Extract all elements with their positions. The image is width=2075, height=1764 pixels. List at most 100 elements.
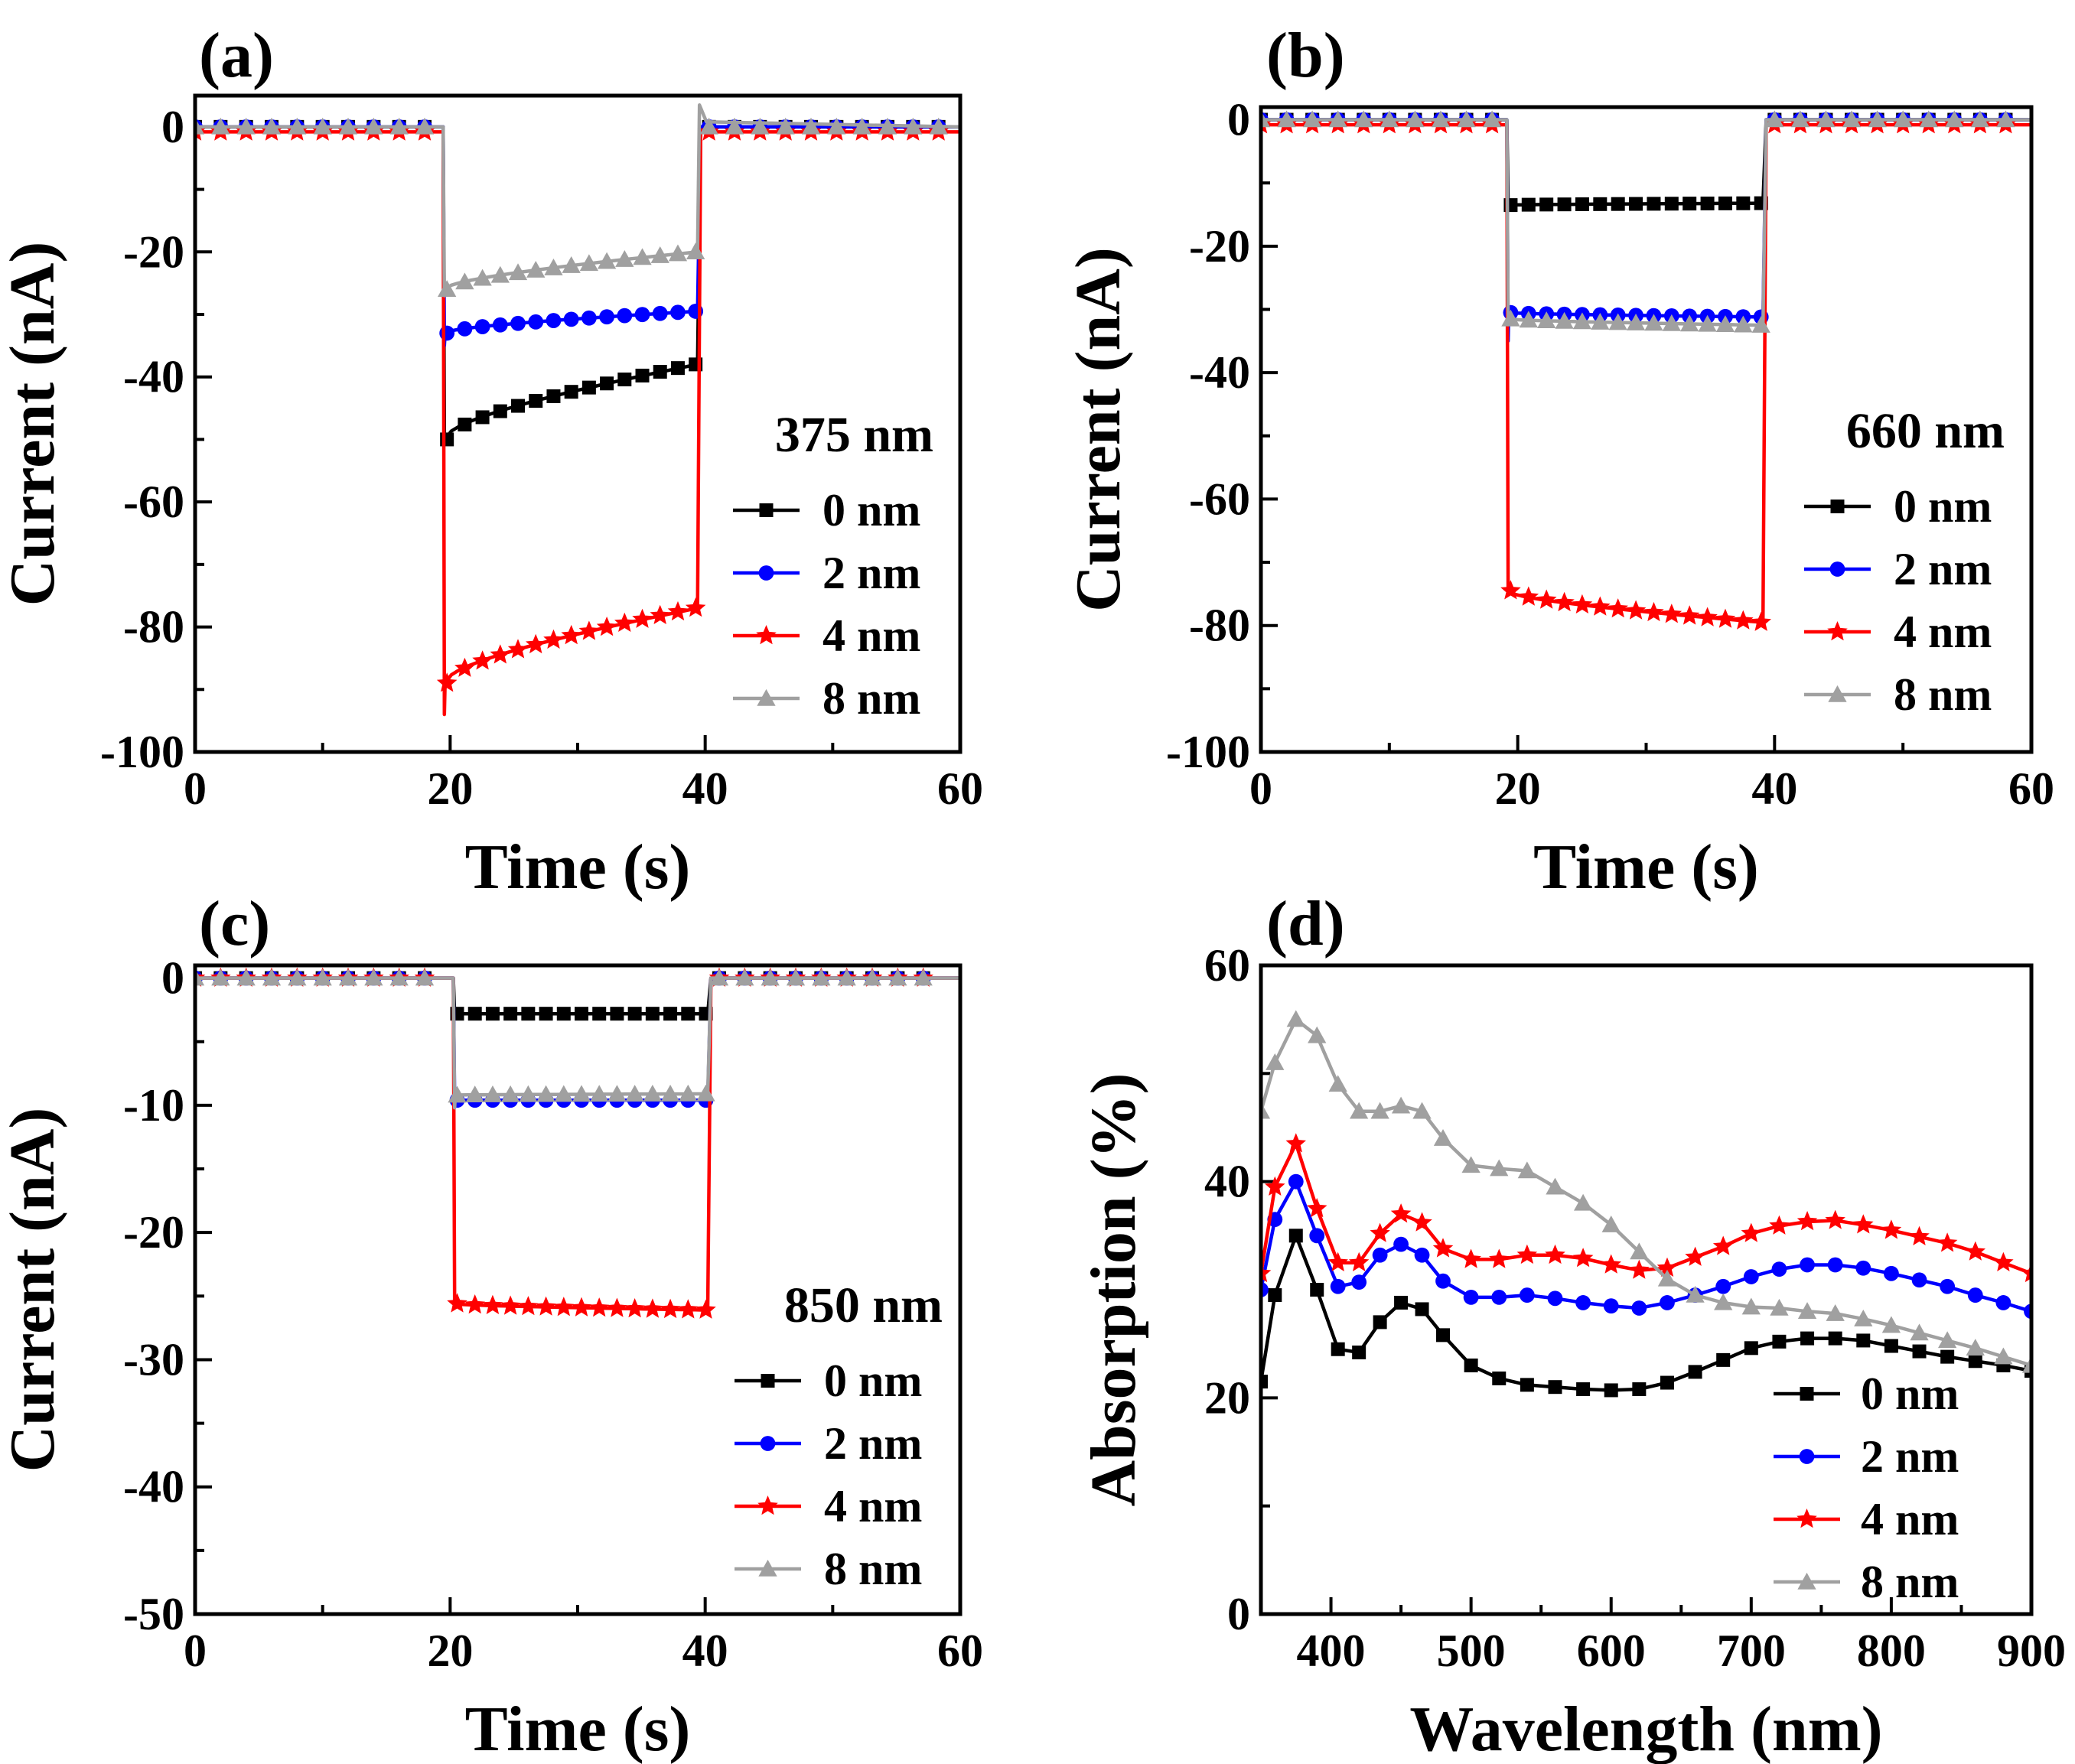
legend-label: 2 nm bbox=[823, 548, 920, 598]
legend-label: 4 nm bbox=[824, 1481, 922, 1531]
data-point bbox=[1940, 1278, 1956, 1294]
data-point bbox=[1630, 1242, 1649, 1260]
data-point bbox=[1771, 1261, 1787, 1277]
x-tick-label: 500 bbox=[1437, 1626, 1506, 1676]
y-tick-label: -40 bbox=[1189, 347, 1250, 398]
data-point bbox=[1631, 1300, 1647, 1316]
data-point bbox=[447, 1293, 467, 1313]
data-point bbox=[1546, 1177, 1565, 1195]
plot-area bbox=[1261, 110, 2031, 631]
plot-frame bbox=[193, 963, 963, 1616]
data-point bbox=[1996, 110, 2015, 128]
legend-label: 0 nm bbox=[824, 1356, 922, 1406]
legend-marker bbox=[1829, 561, 1845, 577]
data-point bbox=[1625, 600, 1647, 620]
data-point bbox=[1492, 1371, 1507, 1385]
data-point bbox=[575, 1007, 588, 1021]
legend-marker bbox=[760, 1436, 776, 1451]
series-line bbox=[195, 976, 960, 1110]
data-point bbox=[389, 117, 409, 135]
data-point bbox=[500, 1085, 520, 1102]
data-point bbox=[1664, 197, 1679, 211]
data-point bbox=[1790, 110, 1810, 128]
plot-area bbox=[1261, 1010, 2031, 1398]
x-tick-label: 400 bbox=[1297, 1626, 1366, 1676]
data-point bbox=[592, 1007, 607, 1021]
x-axis-label: Time (s) bbox=[465, 1694, 691, 1764]
data-point bbox=[786, 968, 806, 986]
legend-label: 8 nm bbox=[1861, 1557, 1959, 1607]
data-point bbox=[493, 404, 507, 418]
data-point bbox=[1965, 1241, 1985, 1261]
data-point bbox=[1432, 1238, 1454, 1258]
data-point bbox=[1412, 1212, 1432, 1232]
panel-a: 0 20 40 60 0 -20 -40 -60 -80 -100 Time (s) Current … bbox=[0, 20, 983, 903]
data-point bbox=[1647, 197, 1661, 211]
data-point bbox=[1697, 607, 1718, 627]
series-line bbox=[1261, 1180, 2031, 1313]
data-point bbox=[1539, 197, 1554, 212]
data-point bbox=[1770, 1298, 1789, 1316]
series-0-nm bbox=[195, 119, 960, 447]
series-line bbox=[195, 103, 960, 298]
data-point bbox=[1370, 1222, 1390, 1242]
data-point bbox=[1548, 1380, 1562, 1395]
data-point bbox=[685, 597, 706, 617]
data-point bbox=[1970, 110, 1990, 128]
panel-label: (c) bbox=[199, 888, 270, 959]
data-point bbox=[1576, 1382, 1591, 1397]
data-point bbox=[1391, 1096, 1411, 1114]
data-point bbox=[2021, 1356, 2031, 1373]
data-point bbox=[1644, 314, 1663, 331]
series-2-nm bbox=[195, 970, 960, 1108]
data-point bbox=[1516, 1244, 1538, 1264]
data-point bbox=[1751, 611, 1771, 631]
data-point bbox=[607, 1297, 627, 1317]
data-point bbox=[554, 1085, 573, 1102]
data-point bbox=[1519, 311, 1538, 328]
data-point bbox=[667, 600, 689, 621]
data-point bbox=[1868, 110, 1887, 128]
data-point bbox=[652, 305, 668, 321]
data-point bbox=[415, 117, 435, 135]
x-tick-label: 20 bbox=[427, 1626, 473, 1676]
legend-label: 4 nm bbox=[1894, 607, 1992, 657]
y-axis-label: Current (nA) bbox=[1063, 247, 1134, 612]
data-point bbox=[1601, 1216, 1621, 1232]
data-point bbox=[1537, 311, 1556, 329]
y-tick-label: -80 bbox=[123, 602, 184, 653]
y-tick-label: -60 bbox=[1189, 474, 1250, 524]
data-point bbox=[686, 242, 705, 260]
wavelength-annotation: 660 nm bbox=[1846, 403, 2005, 459]
data-point bbox=[1734, 315, 1753, 333]
data-point bbox=[635, 368, 650, 382]
data-point bbox=[852, 117, 871, 135]
data-point bbox=[1436, 1328, 1451, 1343]
data-point bbox=[1712, 1235, 1734, 1255]
data-point bbox=[812, 968, 831, 986]
panel-b: 0 20 40 60 0 -20 -40 -60 -80 -100 Time (s) Current … bbox=[1063, 20, 2054, 903]
x-axis-label: Wavelength (nm) bbox=[1409, 1694, 1882, 1764]
data-point bbox=[878, 117, 897, 135]
panel-d: 400 500 600 700 800 900 0 20 40 60 Wavelength (nm)… bbox=[1078, 888, 2066, 1764]
series-line bbox=[1261, 118, 2031, 207]
data-point bbox=[1372, 1247, 1388, 1263]
data-point bbox=[482, 1294, 503, 1314]
data-point bbox=[614, 612, 635, 632]
y-tick-label: -80 bbox=[1189, 600, 1250, 651]
y-tick-label: -30 bbox=[123, 1334, 184, 1385]
data-point bbox=[1575, 197, 1589, 211]
data-point bbox=[914, 968, 933, 986]
data-point bbox=[1937, 1331, 1957, 1349]
legend-label: 8 nm bbox=[1894, 669, 1992, 720]
data-point bbox=[2021, 1262, 2031, 1283]
data-point bbox=[1825, 1209, 1845, 1229]
data-point bbox=[1661, 604, 1682, 623]
data-point bbox=[1464, 1358, 1478, 1372]
x-axis-label: Time (s) bbox=[1533, 832, 1759, 903]
data-point bbox=[1555, 311, 1574, 329]
data-point bbox=[1330, 1278, 1346, 1294]
legend-label: 0 nm bbox=[1894, 481, 1992, 532]
series-4-nm bbox=[195, 967, 960, 1319]
data-point bbox=[492, 317, 508, 333]
